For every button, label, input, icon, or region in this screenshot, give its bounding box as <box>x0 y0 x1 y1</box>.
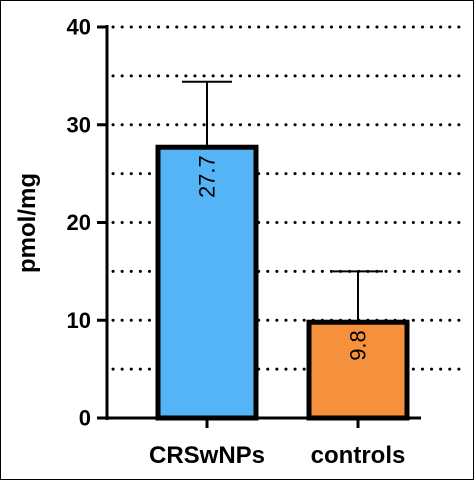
labels: 27.7 CRSwNPs 9.8 controls 0 10 20 30 40 <box>67 15 406 470</box>
y-tick-label-10: 10 <box>67 308 91 333</box>
y-tick-label-30: 30 <box>67 112 91 137</box>
bar-CRSwNPs <box>155 144 259 421</box>
y-tick-label-0: 0 <box>79 406 91 431</box>
y-tick-label-20: 20 <box>67 210 91 235</box>
y-axis-title: pmol/mg <box>14 173 41 273</box>
data-label-CRSwNPs: 27.7 <box>195 155 220 198</box>
y-tick-label-40: 40 <box>67 15 91 40</box>
x-tick-label-controls: controls <box>311 442 406 469</box>
bars <box>155 80 410 421</box>
axes <box>97 25 421 428</box>
bar-controls <box>306 319 410 421</box>
x-tick-label-CRSwNPs: CRSwNPs <box>149 442 265 469</box>
data-label-controls: 9.8 <box>346 330 371 361</box>
